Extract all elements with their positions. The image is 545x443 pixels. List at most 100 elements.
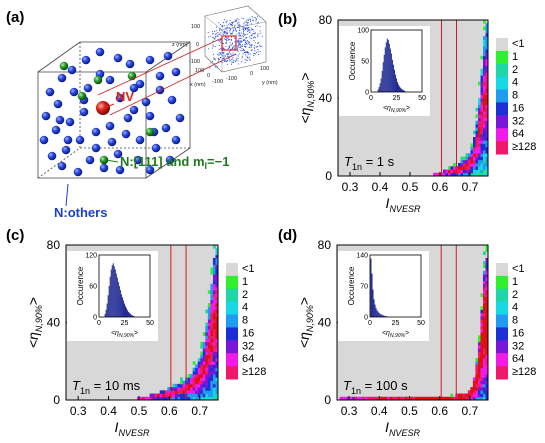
nitrogen-atom — [55, 115, 65, 125]
inset-atom-dot — [248, 41, 250, 43]
heatmap-cell — [485, 114, 489, 118]
heatmap-cell — [477, 380, 481, 385]
heatmap-cell — [482, 348, 486, 352]
inset-atom-dot — [225, 21, 227, 24]
histogram-bar — [393, 69, 395, 92]
heatmap-cell — [202, 383, 206, 388]
heatmap-cell — [207, 387, 211, 391]
inset-atom-dot — [214, 46, 216, 48]
heatmap-cell — [359, 396, 363, 401]
inset-atom-dot — [239, 33, 241, 35]
histogram-bar — [130, 313, 132, 317]
heatmap-cell — [482, 377, 486, 382]
inset-x-label-main: <η — [383, 105, 391, 112]
heatmap-cell — [485, 85, 489, 89]
heatmap-cell — [483, 163, 486, 167]
heatmap-cell — [453, 172, 456, 177]
heatmap-cell — [215, 309, 219, 314]
colorbar-swatch — [496, 128, 508, 142]
inset-atom-dot — [219, 28, 221, 30]
heatmap-cell — [480, 364, 484, 369]
heatmap-cell — [475, 387, 479, 391]
inset-atom-dot — [222, 55, 224, 57]
heatmap-cell — [485, 309, 489, 314]
heatmap-cell — [210, 296, 214, 301]
inset-atom-dot — [255, 52, 257, 54]
inset-x-label: <ηN,90%> — [382, 330, 409, 339]
heatmap-cell — [477, 351, 481, 356]
inset-x-label-sub: N,90% — [391, 108, 407, 114]
heatmap-cell — [215, 319, 219, 323]
heatmap-cell — [485, 267, 489, 272]
nitrogen-atom — [45, 87, 55, 97]
colorbar-swatch — [496, 275, 508, 290]
inset-atom-dot — [212, 40, 214, 42]
heatmap-cell — [485, 283, 489, 288]
inset-atom-dot — [214, 30, 216, 33]
inset-atom-dot — [230, 39, 233, 41]
nitrogen-atom — [81, 55, 91, 65]
colorbar-label: 2 — [512, 289, 518, 301]
heatmap-cell — [482, 299, 486, 304]
heatmap-cell — [460, 156, 464, 161]
heatmap-cell — [485, 146, 489, 151]
inset-frame — [369, 254, 422, 318]
inset-atom-dot — [248, 42, 250, 44]
heatmap-cell — [460, 163, 464, 167]
heatmap-cell — [187, 387, 191, 391]
inset-atom-dot — [245, 40, 247, 42]
inset-atom-dot — [232, 47, 234, 50]
inset-atom-dot — [248, 53, 250, 55]
heatmap-cell — [483, 159, 486, 164]
histogram-bar — [127, 310, 129, 317]
heatmap-cell — [480, 72, 484, 76]
heatmap-cell — [483, 127, 486, 131]
inset-atom-dot — [229, 45, 231, 47]
nv-pointer — [103, 103, 115, 109]
time-annotation-sub: 1n — [352, 162, 362, 172]
inset-atom-dot — [216, 35, 218, 37]
heatmap-cell — [200, 390, 204, 394]
heatmap-cell — [485, 393, 489, 398]
heatmap-cell — [482, 290, 486, 294]
inset-atom-dot — [253, 54, 255, 56]
heatmap-cell — [210, 316, 214, 320]
inset-x-label-end: > — [405, 330, 409, 337]
inset-atom-dot — [222, 26, 224, 28]
heatmap-cell — [478, 137, 481, 141]
heatmap-cell — [485, 286, 489, 291]
heatmap-cell — [485, 316, 489, 320]
inset-atom-dot — [253, 36, 255, 38]
heatmap-cell — [473, 169, 476, 174]
inset-atom-dot — [248, 26, 250, 29]
heatmap-cell — [215, 390, 219, 394]
heatmap-cell — [212, 387, 216, 391]
heatmap-cell — [195, 374, 199, 378]
nitrogen-atom — [91, 127, 101, 137]
heatmap-cell — [210, 358, 214, 362]
heatmap-cell — [485, 332, 489, 336]
nitrogen-atom — [105, 75, 115, 85]
x-tick-label: 0.4 — [100, 404, 117, 418]
colorbar-label: <1 — [512, 38, 525, 50]
inset-atom-dot — [209, 67, 211, 69]
heatmap-cell — [480, 81, 484, 86]
heatmap-cell — [478, 169, 481, 174]
y-tick-label: 80 — [319, 13, 333, 27]
heatmap-cell — [215, 286, 219, 291]
nv-label: NV — [116, 89, 134, 104]
inset-atom-dot — [245, 46, 247, 48]
histogram-bar — [106, 303, 108, 317]
heatmap-cell — [210, 319, 214, 323]
inset-atom-dot — [245, 42, 247, 44]
inset-atom-dot — [225, 33, 227, 35]
heatmap-cell — [180, 377, 183, 382]
inset-atom-dot — [238, 40, 240, 42]
heatmap-cell — [465, 172, 469, 177]
heatmap-cell — [475, 143, 479, 148]
heatmap-cell — [147, 396, 150, 401]
x-tick-label: 0.5 — [131, 404, 148, 418]
inset-atom-dot — [237, 24, 239, 26]
inset-atom-dot — [237, 27, 239, 29]
inset-atom-dot — [237, 32, 240, 34]
